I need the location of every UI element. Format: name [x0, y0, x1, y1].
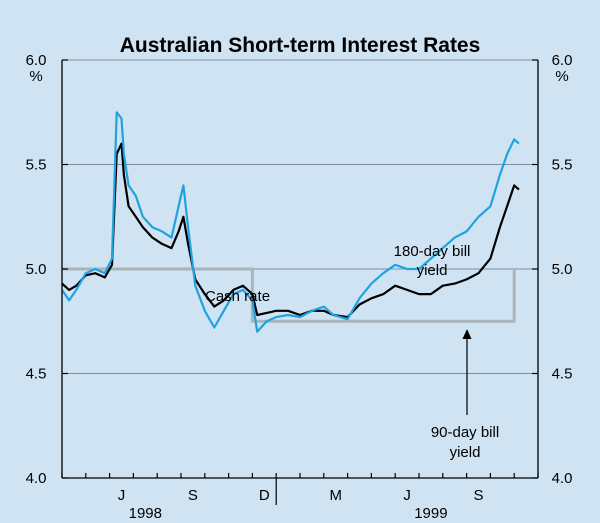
bill90-label-line1: 90-day bill: [431, 424, 499, 441]
x-tick-label: S: [473, 487, 483, 504]
x-tick-label: M: [329, 487, 342, 504]
bill90-pointer-arrowhead: [462, 329, 472, 339]
y-tick-left: 6.0: [26, 52, 47, 69]
bill90-label-line2: yield: [450, 444, 481, 461]
series-layer: [61, 111, 520, 333]
x-year-label: 1999: [414, 505, 447, 522]
y-tick-right: 4.5: [552, 366, 573, 383]
y-tick-left: 4.5: [26, 366, 47, 383]
y-tick-left: 5.0: [26, 261, 47, 278]
y-tick-left: 5.5: [26, 157, 47, 174]
axis-labels: 4.0 4.0 4.5 4.5 5.0 5.0 5.5 5.5 6.0 6.0 J S D M J S 1998…: [26, 52, 573, 522]
y-tick-right: 4.0: [552, 470, 573, 487]
cash-rate-line: [62, 267, 516, 323]
y-unit-right: %: [555, 68, 568, 85]
chart-title: Australian Short-term Interest Rates: [120, 34, 481, 57]
180-day-bill-yield-line: [61, 111, 520, 333]
x-tick-label: J: [403, 487, 411, 504]
bill180-label-line2: yield: [417, 262, 448, 279]
axes: [61, 59, 539, 505]
x-tick-label: S: [188, 487, 198, 504]
y-tick-left: 4.0: [26, 470, 47, 487]
x-year-label: 1998: [129, 505, 162, 522]
y-tick-right: 5.5: [552, 157, 573, 174]
y-tick-right: 6.0: [552, 52, 573, 69]
y-unit-left: %: [29, 68, 42, 85]
x-tick-label: D: [259, 487, 270, 504]
x-tick-label: J: [118, 487, 126, 504]
y-tick-right: 5.0: [552, 261, 573, 278]
90-day-bill-yield-line: [61, 142, 520, 319]
bill180-label-line1: 180-day bill: [394, 243, 471, 260]
cash-rate-label: Cash rate: [205, 288, 270, 305]
